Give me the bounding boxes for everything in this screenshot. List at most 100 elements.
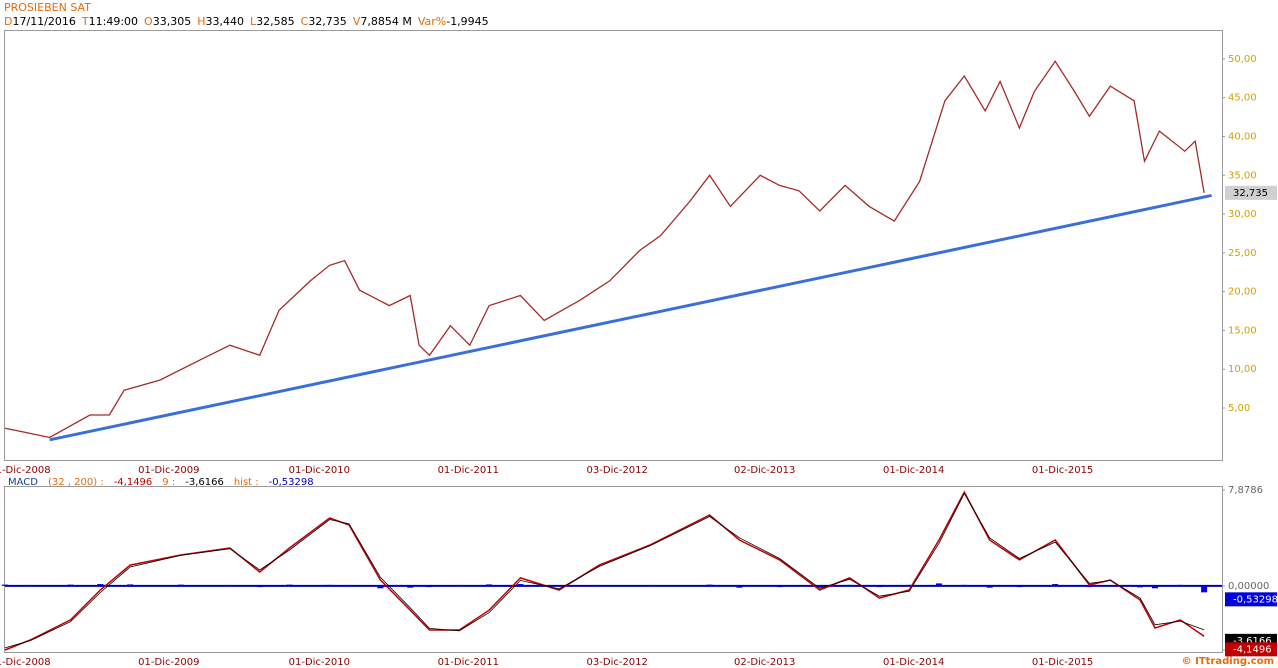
hist-bar [1052, 584, 1059, 586]
hist-bar [876, 585, 883, 588]
field-key: C [300, 15, 309, 28]
x-tick-label: 01-Dic-2009 [138, 465, 199, 476]
hist-bar [486, 584, 493, 586]
y-tick-label: 50,00 [1228, 54, 1257, 65]
x-tick-label: 01-Dic-2014 [883, 465, 944, 476]
hist-bar [97, 584, 104, 586]
x-tick-label: 01-Dic-2008 [0, 465, 51, 476]
last-value-box [1225, 185, 1277, 200]
hist-bar [377, 585, 384, 589]
field-key: V [352, 15, 361, 28]
macd-legend: -3,6166 [185, 477, 224, 488]
hist-bar [1086, 585, 1093, 588]
hist-bar [67, 584, 74, 586]
field-value: -1,9945 [446, 15, 489, 28]
field-key: O [144, 15, 153, 28]
field-value: 7,8854 M [360, 15, 412, 28]
y-tick-label: 35,00 [1228, 170, 1257, 181]
hist-bar [776, 585, 783, 588]
field-value: 32,585 [256, 15, 295, 28]
signal-line [4, 492, 1205, 649]
field-key: L [249, 15, 257, 28]
hist-bar [556, 585, 563, 587]
x-tick-label: 01-Dic-2011 [438, 465, 499, 476]
hist-bar [1107, 585, 1114, 587]
value-box [1225, 642, 1277, 657]
hist-bar [256, 585, 263, 588]
hist-bar [456, 585, 463, 586]
macd-legend: (32 , 200) : [48, 477, 104, 488]
x-tick-label: 01-Dic-2008 [0, 657, 51, 668]
macd-legend: hist : [234, 477, 259, 488]
field-value: 32,735 [308, 15, 347, 28]
macd-legend: MACD [8, 477, 38, 488]
y-tick-label: 40,00 [1228, 132, 1257, 143]
field-key: Var% [417, 15, 447, 28]
y-tick-label: 10,00 [1228, 364, 1257, 375]
hist-bar [935, 583, 942, 586]
y-tick-label: 5,00 [1228, 403, 1250, 414]
x-tick-label: 01-Dic-2010 [289, 657, 350, 668]
header: PROSIEBEN SAT D17/11/2016 T11:49:00 O33,30… [4, 1, 495, 29]
hist-bar [846, 584, 853, 586]
x-tick-label: 03-Dic-2012 [587, 657, 648, 668]
y-tick-label: 15,00 [1228, 325, 1257, 336]
x-tick-label: 01-Dic-2011 [438, 657, 499, 668]
last-value-label: 32,735 [1233, 188, 1268, 199]
price-line [4, 60, 1205, 439]
x-tick-label: 01-Dic-2010 [289, 465, 350, 476]
hist-bar [1137, 585, 1144, 588]
y-tick-label: 45,00 [1228, 93, 1257, 104]
y-tick-label: 25,00 [1228, 248, 1257, 259]
macd-legend: 9 : [162, 477, 175, 488]
x-tick-label: 01-Dic-2015 [1032, 657, 1093, 668]
hist-bar [2, 584, 8, 586]
field-key: D [4, 15, 13, 28]
y-tick-label: 0,00000 [1228, 581, 1269, 592]
field-key: T [81, 15, 89, 28]
field-value: 11:49:00 [88, 15, 139, 28]
hist-bar [226, 585, 233, 586]
hist-bar [646, 585, 653, 586]
value-box-label: -3,6166 [1233, 636, 1272, 647]
x-tick-label: 01-Dic-2009 [138, 657, 199, 668]
hist-bar [1177, 584, 1184, 586]
hist-bar [816, 585, 823, 588]
price-frame [4, 30, 1223, 461]
hist-bar [961, 584, 968, 586]
hist-bar [127, 584, 134, 586]
x-tick-label: 02-Dic-2013 [734, 465, 795, 476]
hist-bar [346, 585, 353, 587]
trendline [49, 193, 1212, 442]
hist-bar [906, 584, 913, 586]
x-tick-label: 01-Dic-2014 [883, 657, 944, 668]
hist-bar [286, 584, 293, 586]
hist-bar [1201, 585, 1208, 593]
value-box [1225, 592, 1277, 607]
macd-line [4, 490, 1205, 651]
source: © ITtrading.com [1182, 656, 1274, 667]
hist-bar [426, 585, 433, 588]
x-tick-label: 02-Dic-2013 [734, 657, 795, 668]
value-box-label: -0,53298 [1233, 594, 1278, 605]
field-key: H [197, 15, 206, 28]
field-value: 33,305 [152, 15, 192, 28]
y-tick-label: 7,8786 [1228, 485, 1263, 496]
x-tick-label: 03-Dic-2012 [587, 465, 648, 476]
y-tick-label: 30,00 [1228, 209, 1257, 220]
field-value: 33,440 [205, 15, 244, 28]
hist-bar [177, 584, 184, 586]
hist-bar [736, 585, 743, 588]
macd-frame [4, 486, 1223, 653]
hist-bar [1016, 585, 1023, 588]
hist-bar [407, 585, 414, 588]
title: PROSIEBEN SAT [4, 1, 91, 14]
x-tick-label: 01-Dic-2015 [1032, 465, 1093, 476]
macd-legend: -4,1496 [114, 477, 153, 488]
hist-bar [706, 584, 713, 586]
hist-bar [986, 585, 993, 588]
hist-bar [596, 585, 603, 586]
hist-bar [517, 584, 524, 586]
